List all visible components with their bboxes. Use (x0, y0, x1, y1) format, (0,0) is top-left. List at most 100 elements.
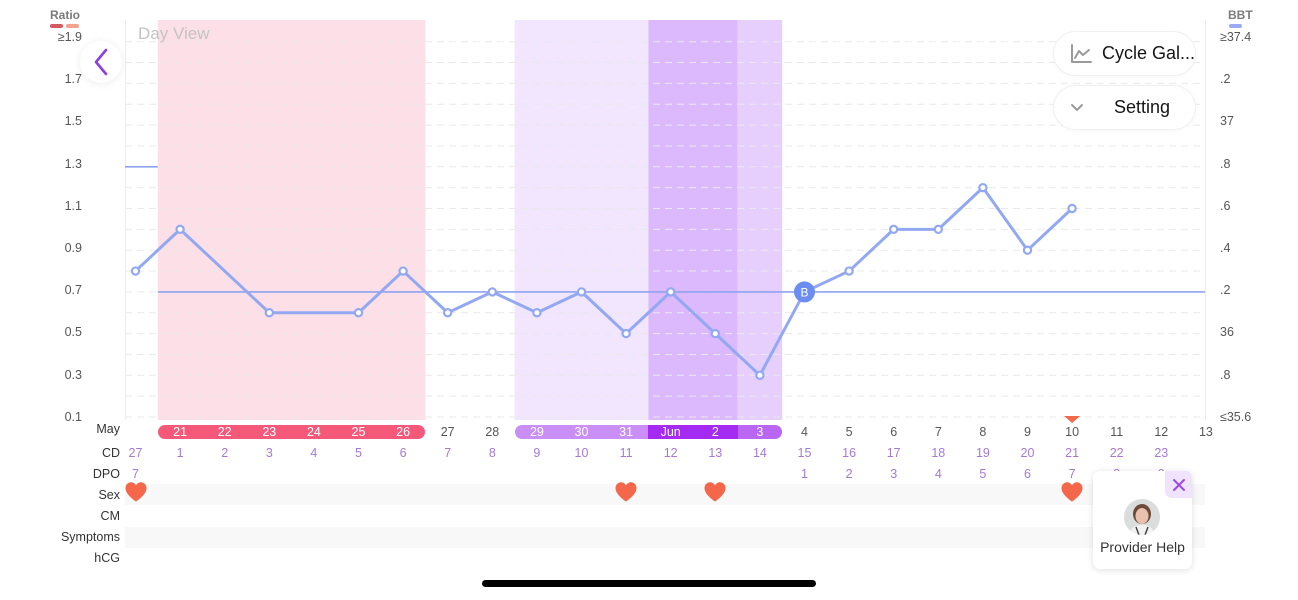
date-cell[interactable]: 9 (1024, 425, 1031, 439)
bbt-data-point[interactable] (710, 328, 721, 339)
bbt-data-point[interactable] (576, 287, 587, 297)
cd-cell: 11 (619, 446, 633, 460)
date-cell[interactable]: Jun (660, 425, 681, 439)
home-indicator (482, 580, 816, 587)
bbt-data-point[interactable] (487, 287, 497, 297)
date-cell[interactable]: 3 (756, 425, 764, 439)
date-cell[interactable]: 30 (574, 425, 589, 439)
bbt-data-point[interactable] (755, 370, 765, 380)
heart-icon[interactable] (1060, 481, 1084, 502)
date-cell[interactable]: 29 (529, 425, 544, 439)
bbt-data-point[interactable] (353, 308, 364, 318)
provider-avatar (1124, 499, 1160, 535)
cd-cell: 4 (310, 446, 318, 460)
date-cell[interactable]: 21 (173, 425, 188, 439)
bbt-data-point[interactable] (621, 328, 631, 339)
fertile-band (514, 20, 649, 420)
dpo-cell (604, 466, 648, 482)
ratio-legend-swatch-dark (50, 24, 63, 28)
date-cell[interactable]: 12 (1154, 425, 1169, 439)
fertile-window-date-pill (514, 425, 783, 439)
bbt-legend-swatch (1229, 24, 1242, 28)
date-cell[interactable]: 27 (440, 425, 455, 439)
dpo-cell (337, 466, 381, 482)
cd-cell: 10 (574, 446, 589, 460)
heart-icon[interactable] (124, 481, 148, 502)
date-cell[interactable]: 31 (619, 425, 634, 439)
cycle-gallery-button[interactable]: Cycle Gal... (1053, 31, 1196, 76)
back-button[interactable] (80, 41, 122, 83)
cd-cell: 8 (488, 446, 496, 460)
setting-label: Setting (1114, 97, 1171, 117)
date-cell[interactable]: 8 (979, 425, 987, 439)
date-cell[interactable]: 6 (890, 425, 898, 439)
bbt-data-point[interactable] (889, 224, 899, 235)
bbt-data-point[interactable] (398, 266, 408, 276)
cd-cell: 13 (708, 446, 723, 460)
cd-cell: 27 (128, 446, 143, 460)
pill-segment (737, 425, 783, 439)
heart-icon[interactable] (703, 481, 727, 502)
month-row-label: May (96, 422, 120, 436)
date-cell[interactable]: 22 (217, 425, 232, 439)
dpo-cell (560, 466, 604, 482)
bbt-data-point[interactable] (978, 182, 988, 193)
date-cell[interactable]: 10 (1065, 425, 1080, 439)
date-cell[interactable]: 4 (801, 425, 808, 439)
date-cell[interactable]: 7 (934, 425, 942, 439)
dpo-cell (649, 466, 693, 482)
setting-button[interactable]: Setting (1053, 85, 1196, 130)
left-axis-tick: 1.7 (64, 72, 82, 87)
cd-cell: 20 (1020, 446, 1035, 460)
dpo-cell (381, 466, 425, 482)
right-axis-tick: ≤35.6 (1220, 409, 1252, 424)
dpo-cell (292, 466, 336, 482)
symptoms-row-stripe (125, 527, 1205, 548)
date-cell[interactable] (114, 424, 158, 440)
left-axis-title: Ratio (50, 8, 80, 22)
baseline-marker[interactable]: B (794, 281, 815, 303)
bbt-data-point[interactable] (844, 266, 854, 276)
cycle-gallery-label: Cycle Gal... (1101, 43, 1195, 63)
date-cell[interactable]: 11 (1110, 425, 1124, 439)
cd-cell: 16 (842, 446, 857, 460)
bbt-data-point[interactable] (1067, 203, 1077, 214)
dpo-cell (693, 466, 737, 482)
cd-cell: 23 (1154, 446, 1169, 460)
bbt-data-point[interactable] (1022, 245, 1033, 255)
provider-help-label: Provider Help (1100, 539, 1185, 555)
left-axis-tick: 0.9 (64, 241, 82, 255)
sex-row-stripe (125, 484, 1205, 505)
bbt-line (134, 186, 1074, 377)
bbt-data-point[interactable] (130, 266, 141, 276)
dpo-cell (470, 466, 514, 482)
right-axis-tick: .8 (1220, 367, 1231, 382)
date-cell[interactable]: 25 (351, 425, 366, 439)
bbt-data-point[interactable] (532, 308, 542, 318)
bbt-data-point[interactable] (666, 287, 676, 297)
bbt-data-point[interactable] (175, 224, 185, 235)
date-cell[interactable]: 28 (485, 425, 500, 439)
cd-cell: 2 (221, 446, 229, 460)
date-cell[interactable]: 26 (396, 425, 411, 439)
marker-label: B (800, 285, 808, 299)
right-axis-tick: .8 (1220, 156, 1231, 171)
date-cell[interactable]: 24 (306, 425, 321, 439)
heart-icon[interactable] (614, 481, 638, 502)
cm-row-label: CM (100, 509, 120, 523)
provider-help-close-button[interactable] (1165, 471, 1192, 498)
bbt-data-point[interactable] (264, 308, 274, 318)
today-marker-icon (1064, 416, 1081, 423)
date-cell[interactable]: 23 (262, 425, 277, 439)
bbt-data-point[interactable] (443, 308, 453, 318)
date-cell[interactable]: 2 (711, 425, 719, 439)
date-cell[interactable]: 5 (845, 425, 853, 439)
provider-portrait-icon (1124, 499, 1160, 535)
date-cell[interactable]: 13 (1198, 425, 1213, 439)
dpo-cell: 2 (845, 467, 853, 481)
cd-cell: 5 (355, 446, 362, 460)
provider-help-card[interactable]: Provider Help (1093, 471, 1192, 569)
cd-cell: 12 (663, 446, 678, 460)
bbt-data-point[interactable] (933, 224, 944, 235)
